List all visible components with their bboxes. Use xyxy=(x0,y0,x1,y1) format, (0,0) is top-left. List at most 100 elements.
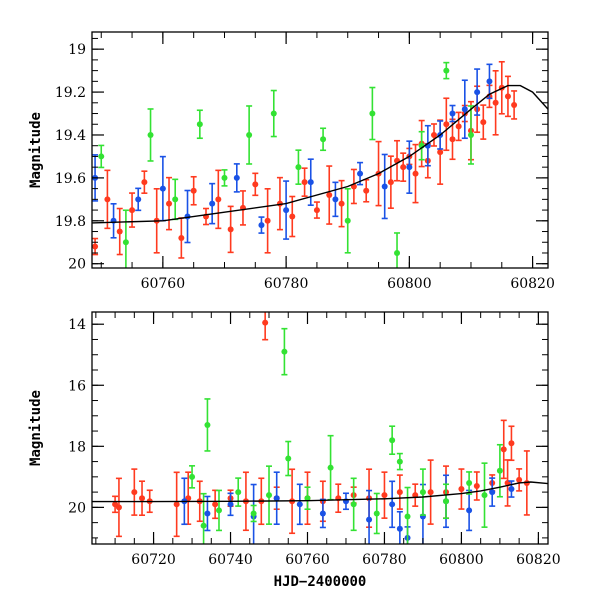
data-point xyxy=(173,471,180,538)
data-point xyxy=(250,504,257,523)
data-point xyxy=(112,495,119,514)
data-point xyxy=(511,90,518,120)
data-point xyxy=(466,471,473,495)
data-point xyxy=(262,312,269,341)
data-point xyxy=(258,216,265,234)
data-point xyxy=(486,63,493,100)
data-point xyxy=(147,108,154,162)
data-point xyxy=(313,201,320,219)
y-axis: 19 19.2 19.4 19.6 19.8 20 xyxy=(55,37,548,273)
data-point xyxy=(363,178,370,203)
data-point xyxy=(480,104,487,140)
data-point xyxy=(389,425,396,456)
data-point xyxy=(204,398,211,452)
data-point xyxy=(172,178,179,221)
data-point xyxy=(178,217,185,259)
data-point xyxy=(443,483,450,520)
data-point xyxy=(500,419,507,480)
data-point xyxy=(252,172,259,197)
x-axis-label: HJD−2400000 xyxy=(274,574,367,590)
data-point xyxy=(381,471,388,519)
data-point xyxy=(166,176,173,231)
data-point xyxy=(189,465,196,489)
data-point xyxy=(431,123,437,147)
data-point xyxy=(104,169,111,230)
data-point xyxy=(289,195,296,238)
data-point xyxy=(227,205,234,254)
data-point xyxy=(366,489,373,544)
data-point xyxy=(473,471,480,501)
data-point xyxy=(301,167,308,197)
y-tick-label: 20 xyxy=(68,500,86,516)
data-point xyxy=(481,462,488,528)
data-point xyxy=(221,169,228,187)
data-point xyxy=(516,468,523,492)
data-point xyxy=(190,175,197,206)
data-point xyxy=(412,143,419,204)
data-point xyxy=(131,468,138,516)
data-point xyxy=(304,486,311,511)
data-point xyxy=(266,465,273,525)
data-point xyxy=(427,459,434,525)
data-point xyxy=(307,158,314,206)
x-tick-label: 60760 xyxy=(285,552,330,568)
data-point xyxy=(508,425,515,462)
data-point xyxy=(295,149,302,185)
data-point xyxy=(396,510,403,544)
data-point xyxy=(467,105,474,165)
y-tick-label: 19 xyxy=(68,42,86,58)
x-axis: 60760 60780 60800 60820 xyxy=(100,32,555,292)
data-point xyxy=(196,109,203,140)
data-point xyxy=(200,492,207,544)
top-panel: 60760 60780 60800 60820 19 19.2 19.4 19.6 19.8 20… xyxy=(28,31,555,292)
model-curve xyxy=(92,481,548,503)
data-point xyxy=(92,237,99,256)
data-point xyxy=(496,443,503,498)
data-point xyxy=(443,61,450,80)
plot-area xyxy=(92,60,548,268)
data-point xyxy=(141,170,148,194)
data-point xyxy=(203,207,209,226)
y-tick-label: 19.2 xyxy=(55,85,86,101)
x-tick-label: 60820 xyxy=(510,276,555,292)
data-point xyxy=(461,79,468,140)
data-point xyxy=(184,189,191,244)
data-point xyxy=(122,209,129,268)
data-point xyxy=(115,477,122,538)
data-point xyxy=(209,182,216,225)
data-point xyxy=(373,492,380,535)
data-point xyxy=(135,187,142,212)
data-point xyxy=(204,495,211,532)
data-point xyxy=(185,471,192,526)
data-point xyxy=(492,70,499,136)
data-point xyxy=(412,483,419,507)
y-tick-label: 18 xyxy=(68,439,86,455)
data-point xyxy=(239,190,246,226)
data-point xyxy=(508,480,515,498)
data-point xyxy=(369,86,376,141)
data-point xyxy=(342,492,349,511)
data-point xyxy=(270,89,277,138)
data-point xyxy=(227,492,234,517)
bottom-panel: 60720 60740 60760 60780 60800 60820 14 16 18 20 Ma… xyxy=(28,311,561,590)
data-point xyxy=(296,483,303,526)
y-axis-label: Magnitude xyxy=(28,390,44,466)
data-point xyxy=(344,188,351,254)
x-tick-label: 60800 xyxy=(439,552,484,568)
data-point xyxy=(320,127,327,152)
y-tick-label: 16 xyxy=(68,378,86,394)
data-point xyxy=(394,139,401,182)
data-point xyxy=(283,180,290,240)
data-point xyxy=(406,140,413,194)
data-point xyxy=(285,440,292,477)
data-point xyxy=(273,471,280,526)
model-curve xyxy=(92,84,548,224)
data-point xyxy=(246,105,253,165)
y-axis: 14 16 18 20 xyxy=(68,317,548,539)
data-point xyxy=(449,118,456,161)
data-point xyxy=(350,168,357,205)
series-2 xyxy=(98,61,474,268)
x-tick-label: 60780 xyxy=(264,276,309,292)
data-point xyxy=(504,75,511,118)
